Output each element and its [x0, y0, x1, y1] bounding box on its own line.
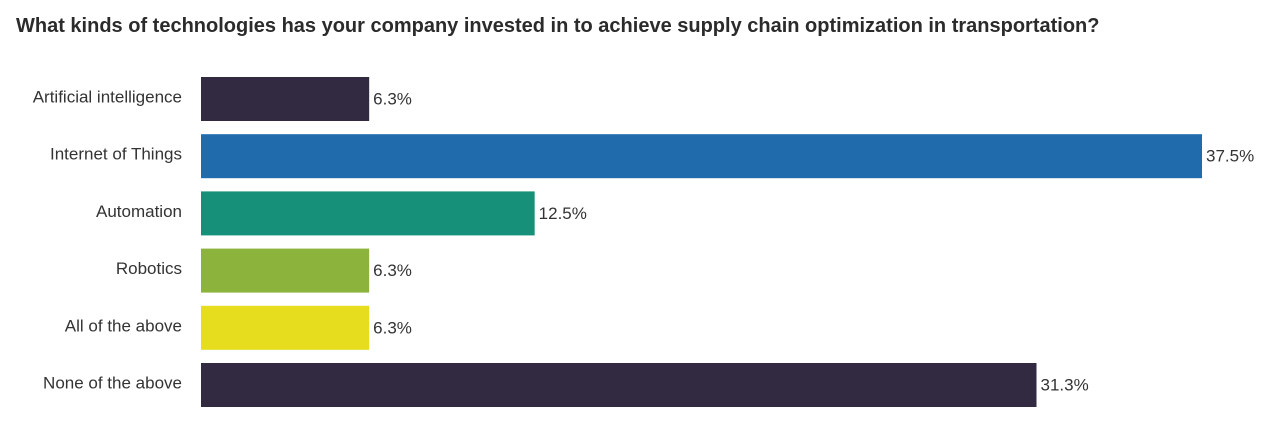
bar-internet-of-things — [201, 134, 1202, 179]
bar-artificial-intelligence — [201, 77, 370, 121]
value-label-internet-of-things: 37.5% — [1206, 147, 1254, 166]
category-label-robotics: Robotics — [116, 259, 182, 278]
category-label-all-of-the-above: All of the above — [65, 316, 182, 335]
chart-title: What kinds of technologies has your comp… — [16, 15, 1100, 37]
value-label-all-of-the-above: 6.3% — [373, 318, 412, 337]
value-label-artificial-intelligence: 6.3% — [373, 89, 412, 108]
value-label-none-of-the-above: 31.3% — [1041, 375, 1089, 394]
value-label-automation: 12.5% — [539, 204, 587, 223]
category-label-internet-of-things: Internet of Things — [50, 145, 182, 164]
category-label-artificial-intelligence: Artificial intelligence — [33, 87, 182, 106]
category-label-automation: Automation — [96, 202, 182, 221]
bar-automation — [201, 191, 535, 236]
bar-all-of-the-above — [201, 305, 370, 350]
category-label-none-of-the-above: None of the above — [43, 373, 182, 392]
bar-robotics — [201, 248, 370, 293]
value-label-robotics: 6.3% — [373, 261, 412, 280]
bar-none-of-the-above — [201, 363, 1037, 407]
